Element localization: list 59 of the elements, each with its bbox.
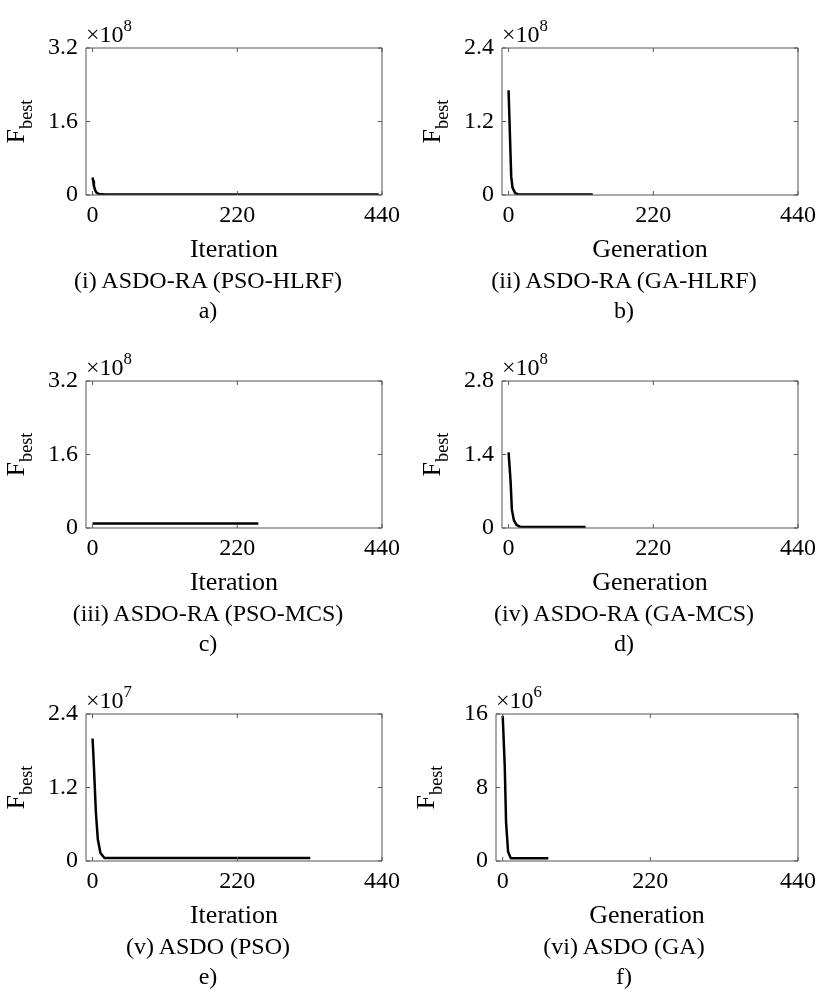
y-tick-label: 2.4 xyxy=(464,33,494,60)
text: b) xyxy=(613,296,635,325)
text: (iii) ASDO-RA (PSO-MCS) xyxy=(71,599,345,628)
x-tick-label: 0 xyxy=(86,533,99,560)
text: c) xyxy=(197,629,219,658)
text: (iv) ASDO-RA (GA-MCS) xyxy=(493,599,755,628)
x-tick-label: 440 xyxy=(364,533,400,560)
y-tick-label: 0 xyxy=(482,513,494,540)
y-tick-label: 8 xyxy=(476,772,488,799)
x-tick-label: 440 xyxy=(780,866,816,893)
x-tick-label: 220 xyxy=(635,533,672,560)
x-axis-title: Generation xyxy=(592,567,708,596)
text: a) xyxy=(197,296,219,325)
x-tick-label: 220 xyxy=(632,866,669,893)
y-tick-label: 16 xyxy=(464,699,488,726)
x-tick-label: 0 xyxy=(502,200,515,227)
x-tick-label: 440 xyxy=(364,866,400,893)
x-axis-title: Iteration xyxy=(189,900,279,929)
x-tick-label: 0 xyxy=(86,866,99,893)
y-tick-label: 1.2 xyxy=(48,772,78,799)
x-axis-title: Generation xyxy=(589,900,705,929)
x-tick-label: 0 xyxy=(86,200,99,227)
y-axis-title: Fbest xyxy=(1,765,36,810)
x-axis-title: Iteration xyxy=(189,567,279,596)
text: (ii) ASDO-RA (GA-HLRF) xyxy=(490,266,758,295)
y-tick-label: 0 xyxy=(66,846,78,873)
x-tick-label: 220 xyxy=(635,200,672,227)
y-axis-title: Fbest xyxy=(1,99,36,144)
y-tick-label: 3.2 xyxy=(48,33,78,60)
x-tick-label: 440 xyxy=(780,200,816,227)
y-tick-label: 3.2 xyxy=(48,366,78,393)
text: d) xyxy=(613,629,635,658)
x-tick-label: 440 xyxy=(364,200,400,227)
text: e) xyxy=(197,962,219,991)
y-axis-title: Fbest xyxy=(417,432,452,477)
y-tick-label: 1.6 xyxy=(48,439,78,466)
y-tick-label: 1.4 xyxy=(464,439,494,466)
x-tick-label: 220 xyxy=(219,533,256,560)
x-tick-label: 220 xyxy=(219,866,256,893)
y-tick-label: 0 xyxy=(476,846,488,873)
text: f) xyxy=(615,962,633,991)
y-tick-label: 1.6 xyxy=(48,106,78,133)
y-tick-label: 2.4 xyxy=(48,699,78,726)
text: (i) ASDO-RA (PSO-HLRF) xyxy=(73,266,343,295)
y-tick-label: 0 xyxy=(66,180,78,207)
text: (vi) ASDO (GA) xyxy=(542,932,706,961)
y-tick-label: 1.2 xyxy=(464,106,494,133)
y-tick-label: 0 xyxy=(482,180,494,207)
x-tick-label: 220 xyxy=(219,200,256,227)
text: (v) ASDO (PSO) xyxy=(125,932,291,961)
x-tick-label: 440 xyxy=(780,533,816,560)
x-tick-label: 0 xyxy=(502,533,515,560)
y-axis-title: Fbest xyxy=(411,765,446,810)
x-axis-title: Generation xyxy=(592,234,708,263)
x-axis-title: Iteration xyxy=(189,234,279,263)
y-tick-label: 2.8 xyxy=(464,366,494,393)
y-tick-label: 0 xyxy=(66,513,78,540)
y-axis-title: Fbest xyxy=(1,432,36,477)
y-axis-title: Fbest xyxy=(417,99,452,144)
